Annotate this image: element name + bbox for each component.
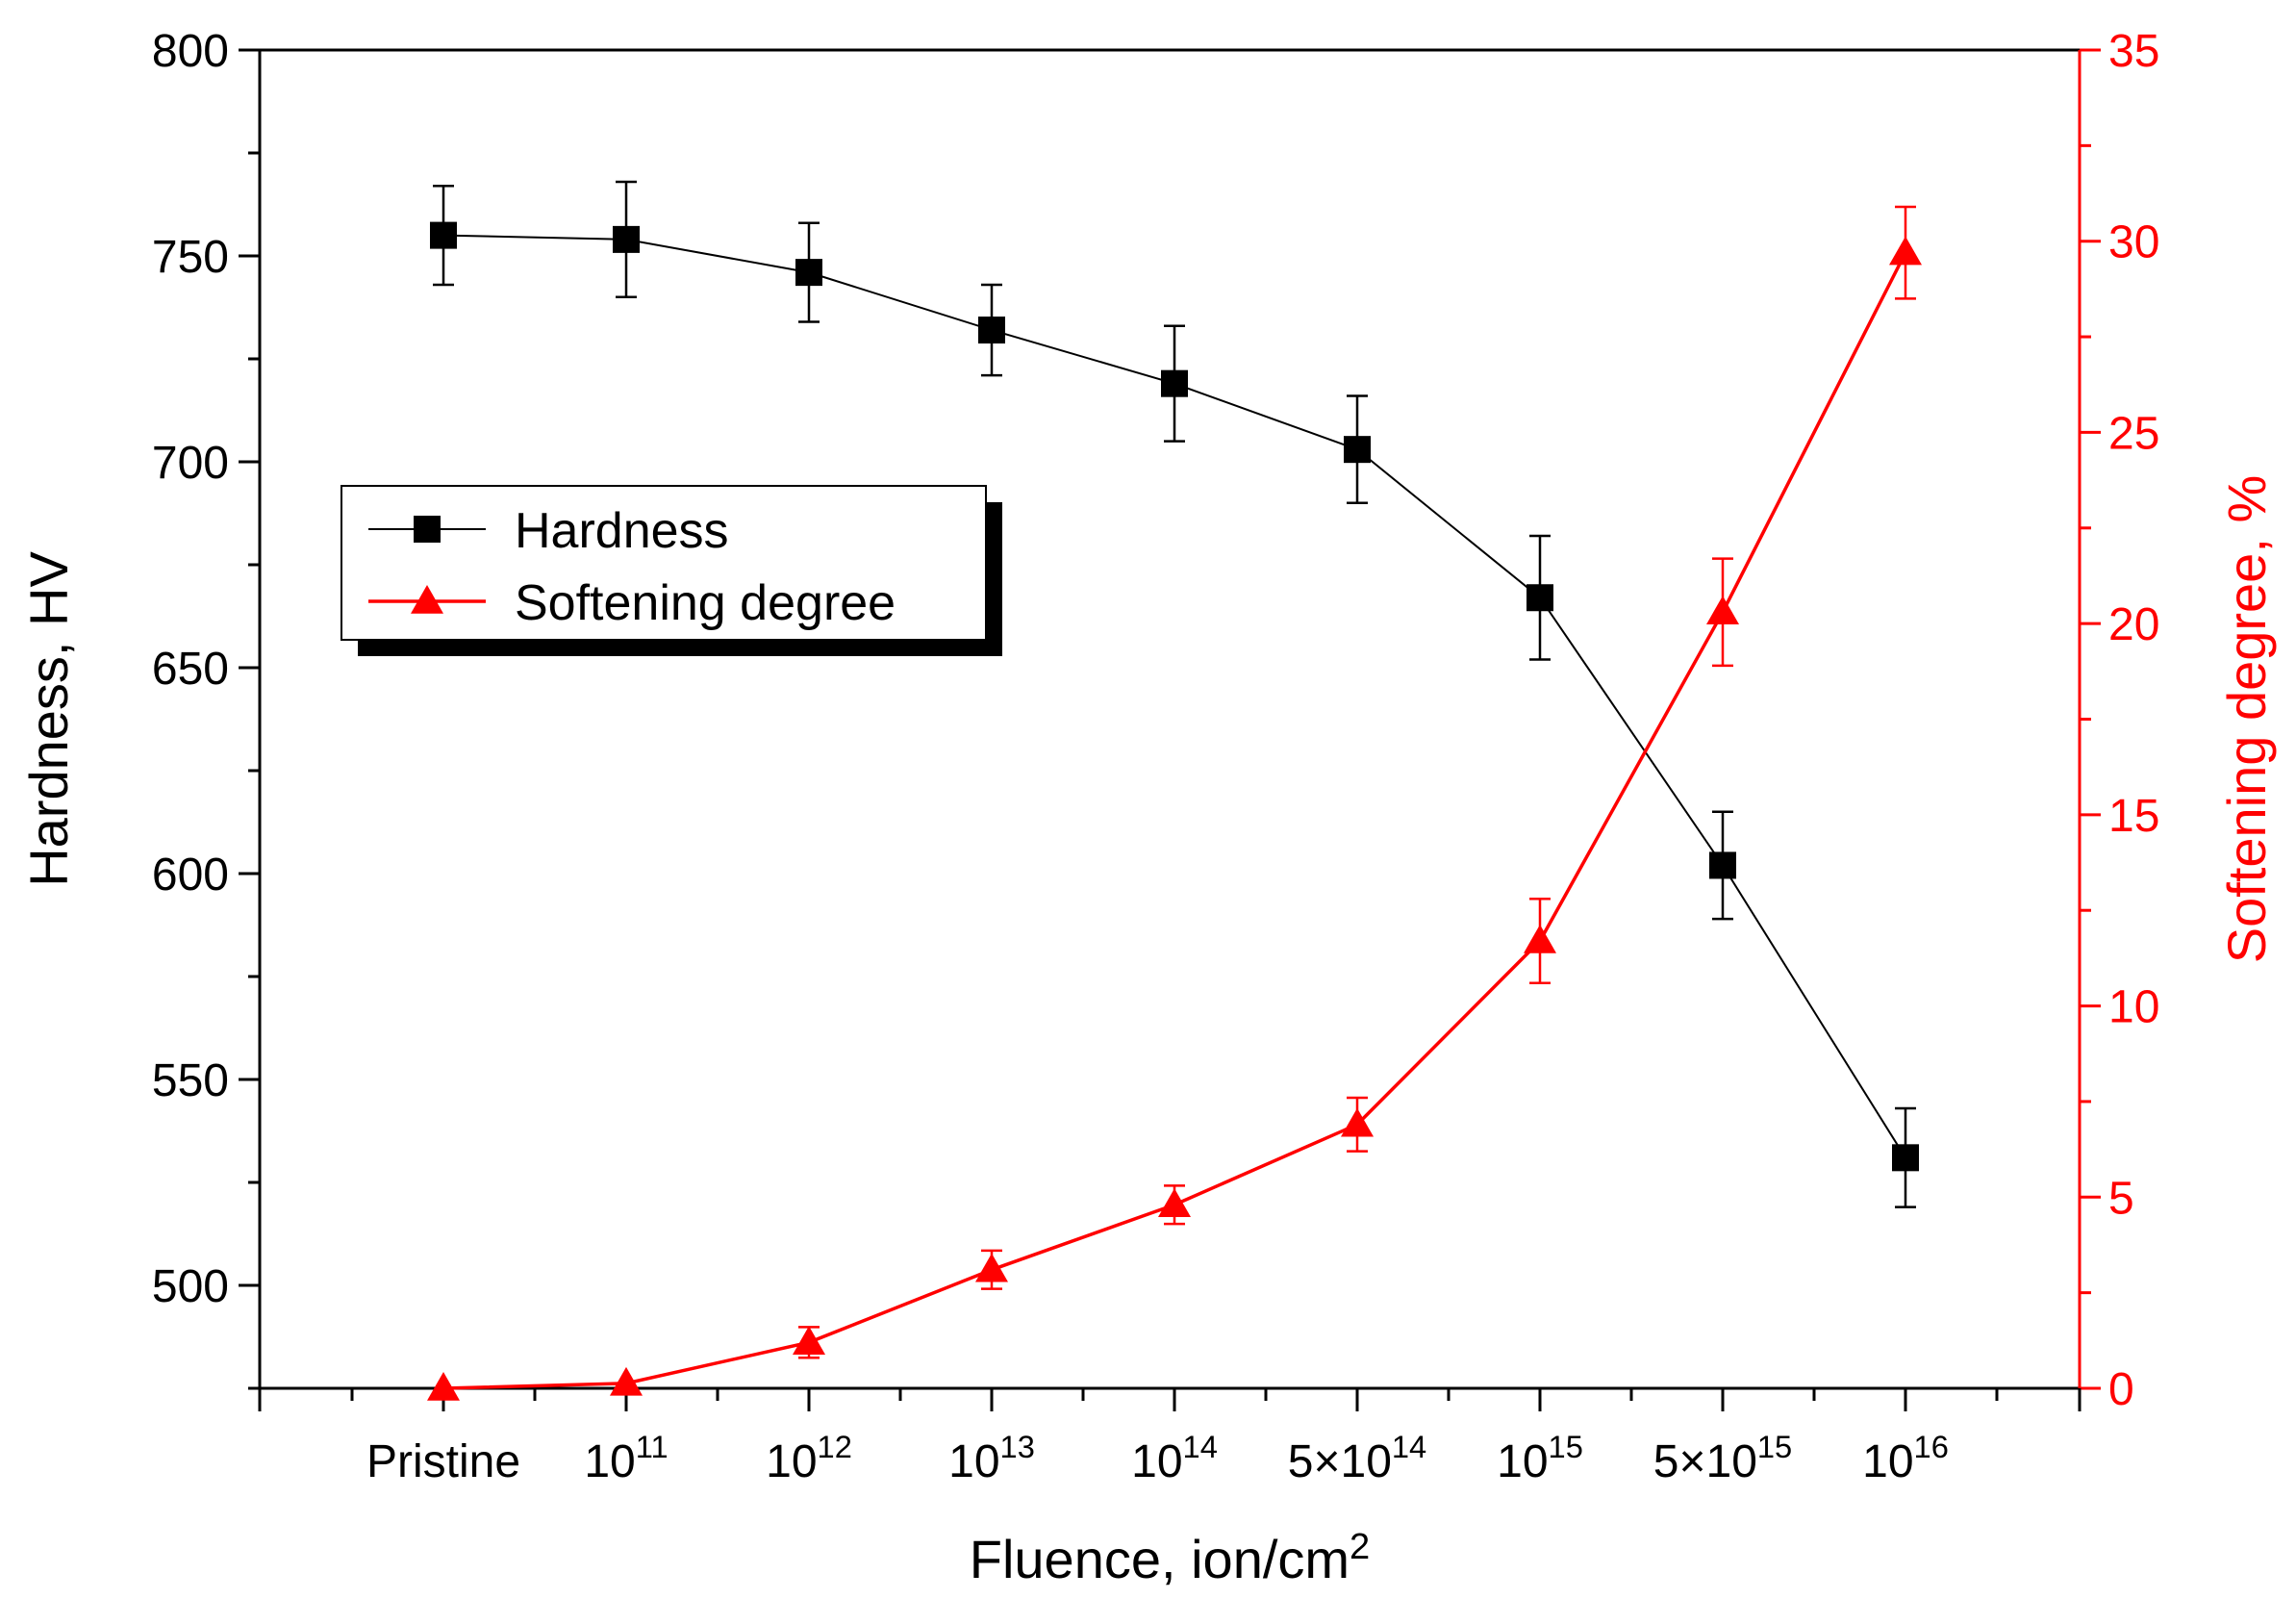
left-tick-label: 800 <box>152 26 229 77</box>
x-axis: Pristine 1011 1012 1013 1014 5×1014 1015 5×1015… <box>258 1388 2082 1487</box>
data-point <box>1892 1144 1919 1172</box>
left-tick-label: 600 <box>152 850 229 901</box>
data-point <box>1344 436 1371 464</box>
x-tick-label: 5×1015 <box>1653 1429 1792 1487</box>
series-softening-degree <box>427 205 1922 1401</box>
right-tick-label: 10 <box>2108 982 2159 1033</box>
data-point <box>795 259 822 287</box>
data-point <box>613 225 640 253</box>
x-tick-label: 1013 <box>948 1429 1035 1487</box>
right-tick-label: 20 <box>2108 599 2159 650</box>
data-point <box>610 1366 643 1396</box>
right-tick-label: 25 <box>2108 408 2159 459</box>
plot-frame <box>258 48 2082 1390</box>
right-axis: 0 5 10 15 20 25 30 35 <box>2080 26 2159 1415</box>
data-point <box>1158 1188 1191 1217</box>
right-tick-label: 15 <box>2108 791 2159 842</box>
data-point <box>1709 851 1736 879</box>
x-tick-label: 1011 <box>584 1429 668 1487</box>
data-point <box>1524 925 1556 953</box>
x-axis-title: Fluence, ion/cm2 <box>970 1527 1370 1589</box>
x-tick-label: 1016 <box>1862 1429 1949 1487</box>
data-point <box>1889 236 1922 266</box>
left-axis: 500 550 600 650 700 750 800 <box>152 26 260 1390</box>
series-hardness <box>430 180 1919 1208</box>
left-tick-label: 550 <box>152 1055 229 1106</box>
data-point <box>430 221 457 249</box>
left-tick-label: 500 <box>152 1261 229 1312</box>
left-axis-title: Hardness, HV <box>18 551 79 887</box>
x-tick-label: 1014 <box>1131 1429 1218 1487</box>
left-tick-label: 750 <box>152 232 229 283</box>
data-point <box>1706 596 1739 624</box>
data-point <box>978 317 1005 344</box>
axis-titles: Fluence, ion/cm2 Hardness, HV Softening de… <box>18 475 2277 1589</box>
x-tick-label: 1015 <box>1497 1429 1583 1487</box>
right-tick-label: 0 <box>2108 1364 2134 1415</box>
x-tick-label: 5×1014 <box>1288 1429 1426 1487</box>
right-tick-label: 30 <box>2108 217 2159 268</box>
legend-label: Softening degree <box>515 575 896 631</box>
data-point <box>793 1326 825 1356</box>
left-tick-label: 700 <box>152 438 229 489</box>
data-point <box>427 1372 460 1401</box>
data-point <box>1161 369 1188 397</box>
series-layer <box>427 180 1922 1401</box>
legend-label: Hardness <box>515 503 729 559</box>
x-tick-label: Pristine <box>366 1436 520 1487</box>
x-tick-label: 1012 <box>766 1429 852 1487</box>
left-tick-label: 650 <box>152 644 229 695</box>
legend-marker <box>414 516 441 543</box>
legend-marker <box>411 585 443 614</box>
right-tick-label: 35 <box>2108 26 2159 77</box>
data-point <box>975 1253 1008 1282</box>
legend: Hardness Softening degree <box>341 485 1002 656</box>
data-point <box>1526 584 1553 612</box>
legend-box <box>341 485 987 641</box>
data-point <box>1341 1107 1374 1137</box>
right-tick-label: 5 <box>2108 1173 2134 1224</box>
right-axis-title: Softening degree, % <box>2216 475 2277 963</box>
